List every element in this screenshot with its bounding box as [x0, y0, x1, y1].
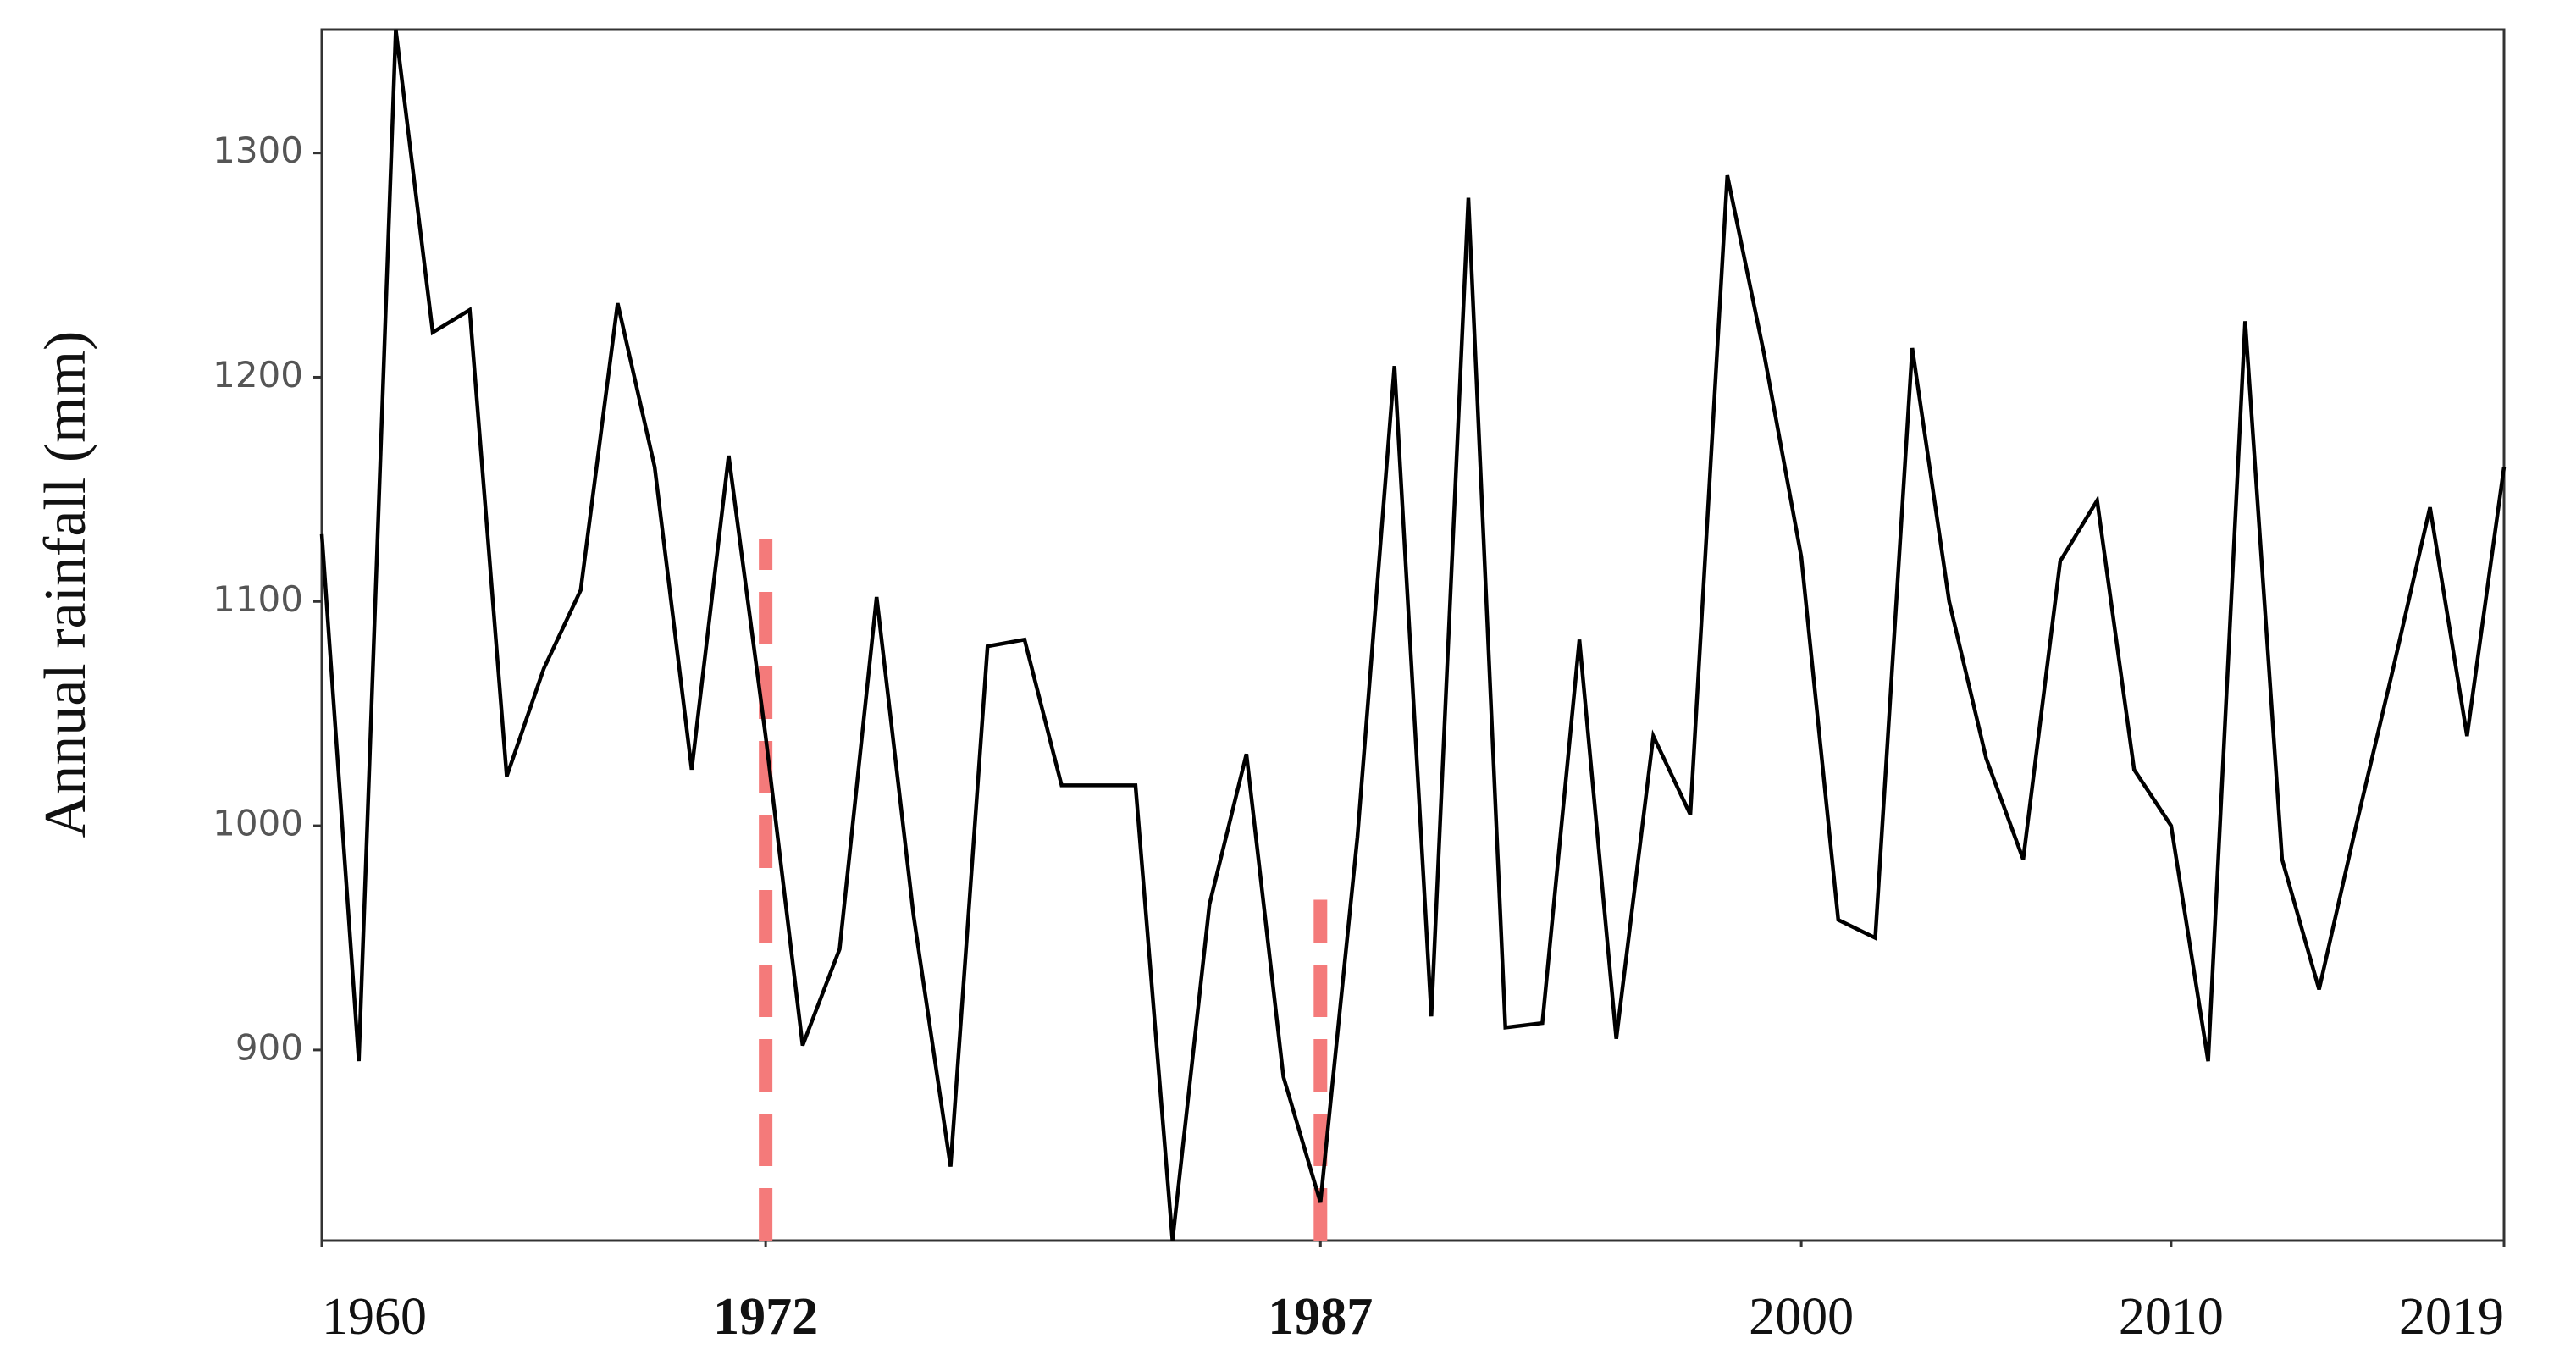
y-tick-label: 1200 — [213, 354, 303, 395]
x-tick-label: 2010 — [2119, 1288, 2224, 1346]
x-tick-label: 1960 — [322, 1288, 427, 1346]
x-tick-label: 1987 — [1268, 1288, 1373, 1346]
data-line — [319, 29, 2507, 1241]
y-tick-label: 1100 — [213, 578, 303, 620]
x-tick-label: 2000 — [1749, 1288, 1854, 1346]
x-tick-label: 1972 — [713, 1288, 818, 1346]
y-tick-label: 1000 — [213, 803, 303, 844]
plot-frame — [320, 28, 2506, 1242]
y-axis-label: Annual rainfall (mm) — [33, 331, 98, 838]
x-tick-label: 2019 — [2399, 1288, 2504, 1346]
y-tick-label: 1300 — [213, 130, 303, 171]
y-tick-label: 900 — [235, 1026, 303, 1068]
